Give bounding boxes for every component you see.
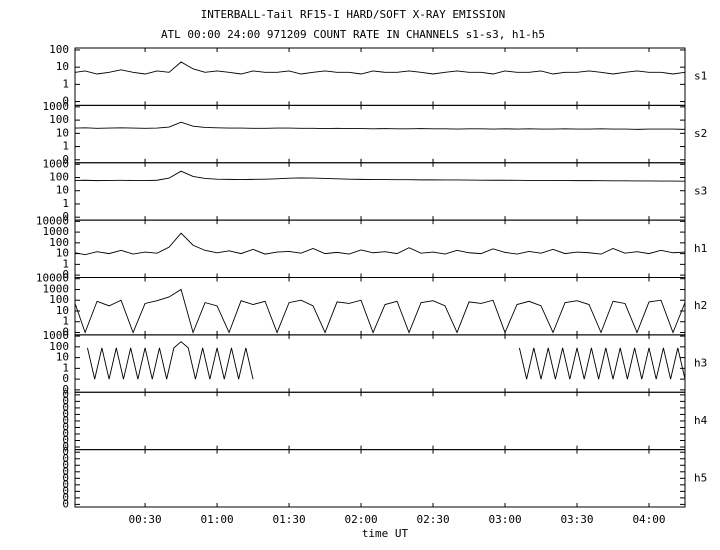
y-tick-label: 0 bbox=[62, 427, 69, 440]
y-tick-label: 1 bbox=[62, 77, 69, 90]
series-line bbox=[75, 232, 686, 256]
y-tick-label: 1 bbox=[62, 361, 69, 374]
y-tick-label: 0 bbox=[62, 478, 69, 491]
y-tick-label: 0 bbox=[62, 471, 69, 484]
y-tick-label: 0 bbox=[62, 372, 69, 385]
y-tick-label: 1000 bbox=[43, 100, 70, 113]
y-tick-label: 10 bbox=[56, 351, 69, 364]
x-tick-label: 00:30 bbox=[129, 513, 162, 526]
y-tick-label: 1 bbox=[62, 315, 69, 328]
panel-label: h4 bbox=[694, 414, 708, 427]
x-tick-label: 01:30 bbox=[272, 513, 305, 526]
y-tick-label: 0 bbox=[62, 153, 69, 166]
panel-label: s2 bbox=[694, 127, 707, 140]
y-tick-label: 100 bbox=[49, 293, 69, 306]
panel-label: h2 bbox=[694, 299, 707, 312]
y-tick-label: 0 bbox=[62, 465, 69, 478]
y-tick-label: 0 bbox=[62, 268, 69, 281]
chart-title: INTERBALL-Tail RF15-I HARD/SOFT X-RAY EM… bbox=[201, 8, 506, 21]
y-tick-label: 0 bbox=[62, 414, 69, 427]
y-tick-label: 1000 bbox=[43, 282, 70, 295]
series-line bbox=[75, 61, 686, 75]
y-tick-label: 0 bbox=[62, 497, 69, 510]
y-tick-label: 0 bbox=[62, 452, 69, 465]
y-tick-label: 0 bbox=[62, 401, 69, 414]
y-tick-label: 0 bbox=[62, 458, 69, 471]
panel-label: s3 bbox=[694, 184, 707, 197]
y-tick-label: 0 bbox=[62, 440, 69, 453]
y-tick-label: 0 bbox=[62, 491, 69, 504]
series-line bbox=[75, 288, 686, 334]
y-tick-label: 0 bbox=[62, 433, 69, 446]
series-line bbox=[75, 170, 686, 182]
y-tick-label: 1000 bbox=[43, 329, 70, 342]
y-tick-label: 100 bbox=[49, 43, 69, 56]
y-tick-label: 100 bbox=[49, 236, 69, 249]
y-tick-label: 10000 bbox=[36, 214, 69, 227]
x-tick-label: 03:00 bbox=[488, 513, 521, 526]
panel-label: s1 bbox=[694, 70, 707, 83]
y-tick-label: 0 bbox=[62, 420, 69, 433]
y-tick-label: 1000 bbox=[43, 157, 70, 170]
x-axis-label: time UT bbox=[362, 527, 409, 540]
x-tick-label: 02:00 bbox=[344, 513, 377, 526]
x-tick-label: 01:00 bbox=[200, 513, 233, 526]
series-line bbox=[87, 341, 686, 380]
x-tick-label: 04:00 bbox=[632, 513, 665, 526]
y-tick-label: 1 bbox=[62, 197, 69, 210]
series-line bbox=[75, 121, 686, 130]
y-tick-label: 0 bbox=[62, 383, 69, 396]
y-tick-label: 0 bbox=[62, 95, 69, 108]
y-tick-label: 10 bbox=[56, 60, 69, 73]
y-tick-label: 10 bbox=[56, 126, 69, 139]
y-tick-label: 10 bbox=[56, 304, 69, 317]
y-tick-label: 0 bbox=[62, 407, 69, 420]
y-tick-label: 0 bbox=[62, 484, 69, 497]
panel-label: h1 bbox=[694, 242, 707, 255]
y-tick-label: 0 bbox=[62, 210, 69, 223]
panel-label: h3 bbox=[694, 357, 707, 370]
y-tick-label: 1 bbox=[62, 140, 69, 153]
y-tick-label: 100 bbox=[49, 340, 69, 353]
y-tick-label: 10 bbox=[56, 184, 69, 197]
y-tick-label: 10 bbox=[56, 247, 69, 260]
y-tick-label: 1000 bbox=[43, 225, 70, 238]
y-tick-label: 0 bbox=[62, 388, 69, 401]
chart-subtitle: ATL 00:00 24:00 971209 COUNT RATE IN CHA… bbox=[161, 28, 545, 41]
y-tick-label: 0 bbox=[62, 394, 69, 407]
x-tick-label: 03:30 bbox=[560, 513, 593, 526]
y-tick-label: 0 bbox=[62, 445, 69, 458]
y-tick-label: 1 bbox=[62, 257, 69, 270]
y-tick-label: 100 bbox=[49, 113, 69, 126]
y-tick-label: 100 bbox=[49, 170, 69, 183]
y-tick-label: 0 bbox=[62, 325, 69, 338]
y-tick-label: 10000 bbox=[36, 272, 69, 285]
x-tick-label: 02:30 bbox=[416, 513, 449, 526]
panel-label: h5 bbox=[694, 471, 707, 484]
